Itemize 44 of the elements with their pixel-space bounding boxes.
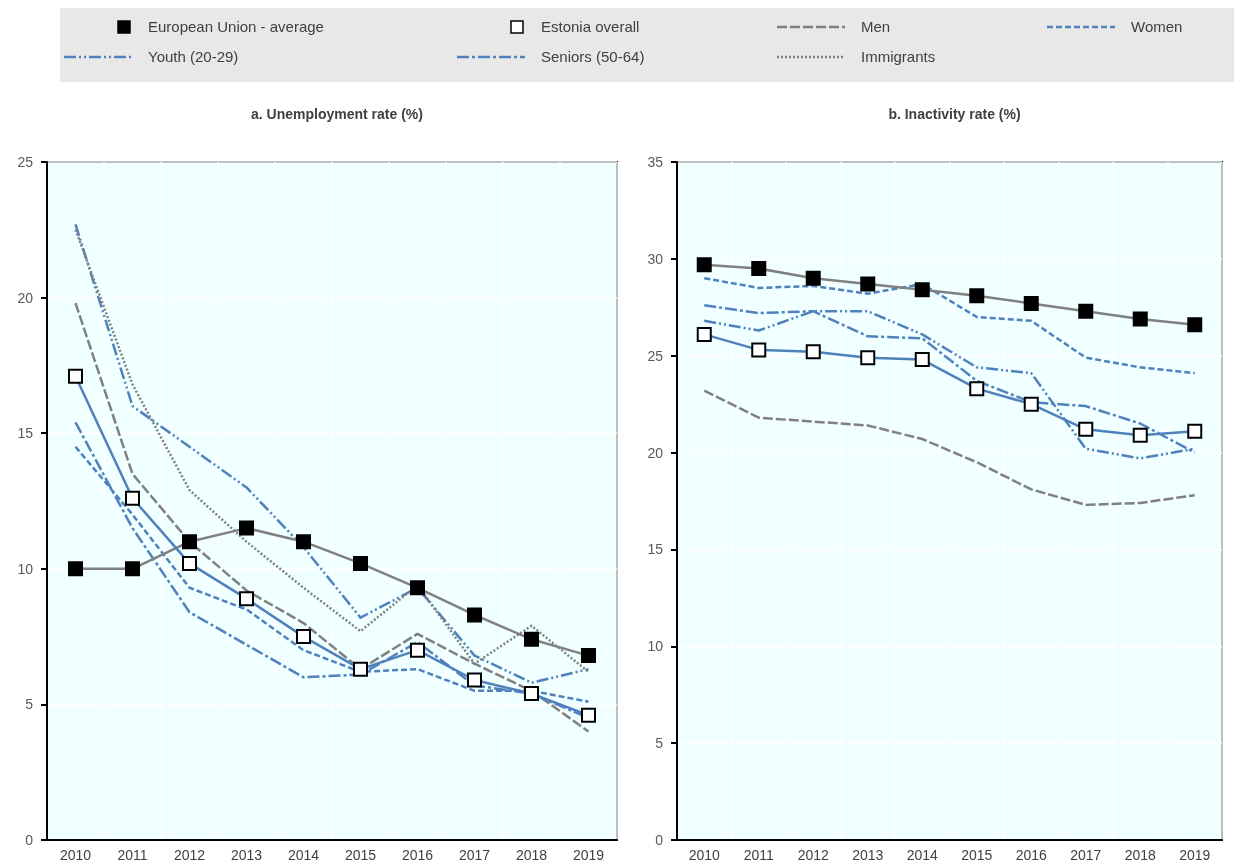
y-tick-label: 20	[647, 444, 664, 461]
legend-label: Estonia overall	[541, 18, 640, 35]
x-tick-label: 2015	[961, 847, 993, 863]
x-tick-label: 2018	[515, 847, 548, 863]
x-tick-label: 2019	[572, 847, 605, 863]
legend-label: Seniors (50-64)	[541, 48, 645, 65]
x-tick-label: 2015	[344, 847, 377, 863]
y-tick-label: 35	[647, 154, 664, 170]
legend-label: Immigrants	[861, 48, 936, 65]
y-tick-label: 15	[647, 541, 664, 558]
y-tick-label: 10	[647, 638, 664, 655]
x-tick-label: 2014	[906, 847, 939, 863]
y-tick-label: 20	[17, 289, 34, 306]
x-tick-label: 2011	[117, 847, 148, 863]
y-tick-label: 15	[17, 425, 34, 442]
x-tick-label: 2012	[797, 847, 830, 863]
x-tick-label: 2013	[852, 847, 884, 863]
y-tick-label: 25	[647, 347, 664, 364]
y-tick-label: 25	[17, 154, 34, 170]
x-tick-label: 2013	[230, 847, 263, 863]
x-tick-label: 2014	[287, 847, 320, 863]
y-tick-label: 0	[655, 832, 664, 848]
legend-label: Women	[1131, 18, 1183, 35]
x-tick-label: 2010	[59, 847, 92, 863]
y-tick-label: 10	[17, 560, 34, 577]
x-tick-label: 2017	[458, 847, 491, 863]
x-tick-label: 2017	[1070, 847, 1102, 863]
legend-label: Men	[861, 18, 891, 35]
y-tick-label: 0	[25, 832, 34, 848]
line-series	[703, 389, 1196, 507]
x-tick-label: 2019	[1179, 847, 1211, 863]
x-tick-label: 2018	[1124, 847, 1157, 863]
x-tick-label: 2016	[401, 847, 434, 863]
chart-title: b. Inactivity rate (%)	[888, 106, 1021, 122]
x-tick-label: 2011	[743, 847, 775, 863]
x-tick-label: 2012	[173, 847, 206, 863]
x-tick-label: 2010	[688, 847, 721, 863]
x-tick-label: 2016	[1015, 847, 1048, 863]
y-tick-label: 5	[655, 735, 664, 752]
chart-title: a. Unemployment rate (%)	[251, 106, 423, 122]
y-tick-label: 30	[647, 250, 664, 267]
legend-label: Youth (20-29)	[148, 48, 239, 65]
y-tick-label: 5	[25, 696, 34, 713]
legend-label: European Union - average	[148, 18, 324, 35]
